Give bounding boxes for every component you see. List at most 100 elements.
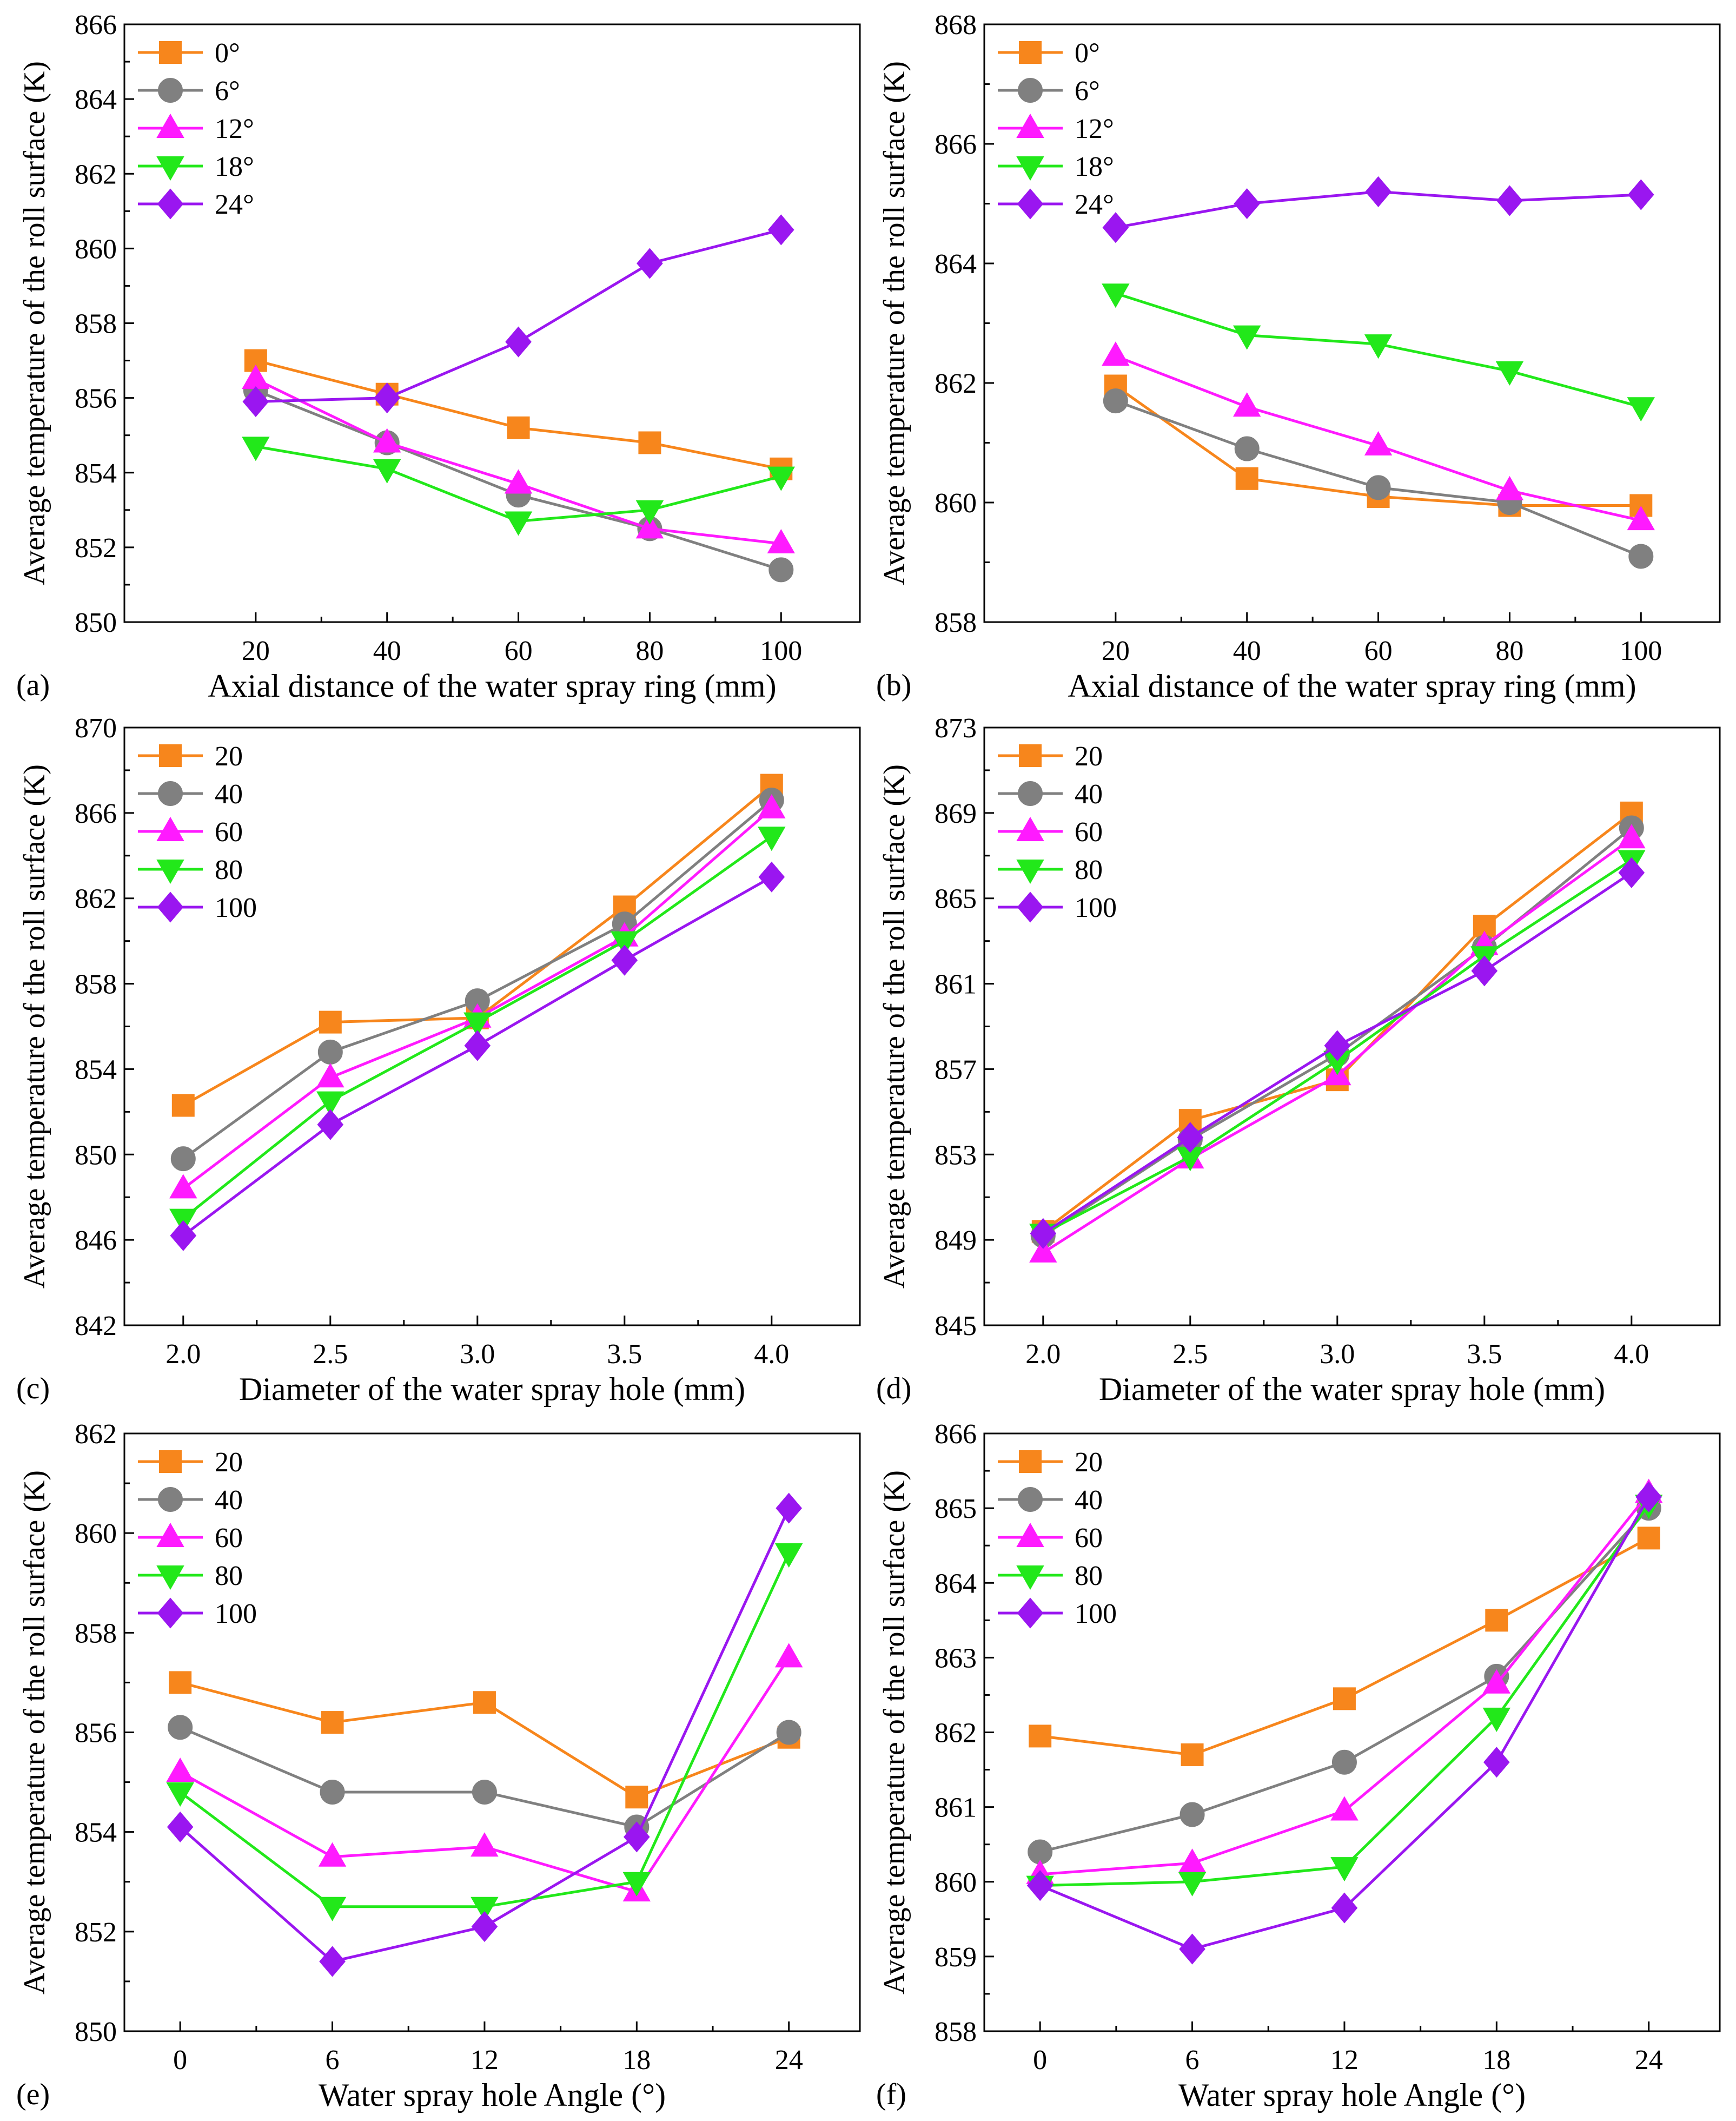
data-point — [1331, 1749, 1357, 1775]
y-tick-label: 862 — [75, 159, 117, 190]
data-point — [1364, 334, 1393, 359]
x-tick-label: 2.0 — [165, 1339, 201, 1370]
y-tick-label: 860 — [75, 234, 117, 265]
legend-label: 24° — [1075, 189, 1114, 220]
y-tick-label: 859 — [935, 1942, 977, 1973]
y-axis-title: Average temperature of the roll surface … — [18, 764, 51, 1289]
y-tick-label: 864 — [935, 1568, 977, 1599]
y-tick-label: 854 — [75, 458, 117, 489]
legend-label: 40 — [215, 779, 243, 810]
data-point — [1180, 1802, 1205, 1827]
legend-label: 12° — [1075, 114, 1114, 144]
legend-label: 0° — [215, 38, 240, 69]
legend-label: 100 — [215, 893, 257, 923]
data-point — [1618, 824, 1646, 849]
data-point — [316, 1091, 344, 1116]
legend-marker — [1019, 1450, 1042, 1473]
data-point — [1233, 325, 1261, 350]
legend-marker — [159, 1450, 182, 1473]
data-point — [373, 459, 401, 484]
legend-marker — [156, 860, 184, 884]
legend-marker — [1016, 860, 1044, 884]
data-point — [471, 1911, 498, 1942]
data-point — [1627, 397, 1655, 422]
data-point — [767, 466, 796, 491]
y-tick-label: 862 — [935, 1718, 977, 1749]
data-point — [1637, 1527, 1660, 1550]
legend-marker — [1019, 744, 1042, 767]
data-point — [1627, 506, 1655, 531]
data-point — [373, 428, 401, 453]
data-point — [1495, 361, 1524, 386]
data-point — [1029, 1238, 1057, 1263]
legend-marker — [1016, 816, 1044, 841]
data-point — [1102, 283, 1130, 308]
y-tick-label: 854 — [75, 1818, 117, 1848]
legend-label: 20 — [215, 1447, 243, 1478]
data-point — [768, 557, 794, 583]
y-tick-label: 860 — [935, 488, 977, 519]
x-tick-label: 6 — [1185, 2045, 1200, 2076]
legend-marker — [159, 41, 182, 64]
data-point — [623, 1821, 650, 1853]
data-point — [169, 1174, 197, 1199]
data-point — [635, 500, 664, 525]
x-tick-label: 4.0 — [754, 1339, 789, 1370]
data-point — [1235, 467, 1258, 490]
y-tick-label: 858 — [935, 2017, 977, 2047]
x-tick-label: 60 — [505, 636, 533, 666]
x-tick-label: 3.0 — [460, 1339, 495, 1370]
data-point — [758, 827, 786, 851]
y-tick-label: 858 — [75, 1618, 117, 1649]
legend-marker — [1017, 891, 1044, 923]
data-point — [1618, 857, 1645, 888]
data-point — [625, 1786, 648, 1809]
panel-e: 850 852 854 856 858 860 862 0 6 12 18 24 Water spray… — [16, 1419, 861, 2113]
x-axis-title: Water spray hole Angle (°) — [319, 2077, 666, 2113]
legend-label: 80 — [1075, 855, 1103, 886]
y-tick-label: 861 — [935, 1793, 977, 1823]
legend-marker — [157, 891, 184, 923]
data-point — [242, 386, 269, 418]
legend-label: 18° — [215, 151, 254, 182]
data-point — [1026, 1870, 1053, 1901]
legend-label: 24° — [215, 189, 254, 220]
data-point — [1102, 212, 1129, 243]
series-line — [255, 359, 781, 471]
legend-label: 40 — [215, 1485, 243, 1516]
x-tick-label: 20 — [242, 636, 270, 666]
x-tick-label: 2.0 — [1025, 1339, 1061, 1370]
data-point — [1103, 388, 1128, 414]
legend-label: 20 — [1075, 741, 1103, 772]
legend-marker — [158, 1487, 183, 1512]
legend-marker — [1016, 113, 1044, 138]
panel-f: 858 859 860 861 862 863 864 865 866 0 6 12 18 24 Water… — [876, 1419, 1721, 2113]
x-tick-label: 100 — [1620, 636, 1662, 666]
data-point — [1485, 1609, 1508, 1632]
x-tick-label: 100 — [760, 636, 802, 666]
series-line — [1042, 811, 1633, 1233]
data-point — [317, 1109, 344, 1140]
data-point — [471, 1832, 499, 1857]
legend-label: 40 — [1075, 1485, 1103, 1516]
legend-label: 100 — [1075, 1598, 1117, 1629]
y-tick-label: 864 — [935, 249, 977, 280]
x-tick-label: 80 — [635, 636, 664, 666]
x-tick-label: 40 — [1233, 636, 1261, 666]
legend-marker — [158, 78, 183, 103]
data-point — [1365, 176, 1392, 207]
panel-label: (b) — [876, 669, 911, 702]
data-point — [776, 1492, 803, 1524]
legend-marker — [1018, 78, 1043, 103]
legend-label: 0° — [1075, 38, 1100, 69]
x-axis-title: Diameter of the water spray hole (mm) — [239, 1371, 745, 1407]
y-axis-title: Average temperature of the roll surface … — [18, 61, 51, 585]
series-line — [180, 1726, 790, 1829]
y-tick-label: 863 — [935, 1643, 977, 1674]
legend-marker — [159, 744, 182, 767]
data-point — [1030, 1218, 1057, 1249]
y-tick-label: 853 — [935, 1140, 977, 1171]
legend-label: 6° — [1075, 76, 1100, 107]
legend-marker — [158, 781, 183, 806]
legend-label: 20 — [1075, 1447, 1103, 1478]
